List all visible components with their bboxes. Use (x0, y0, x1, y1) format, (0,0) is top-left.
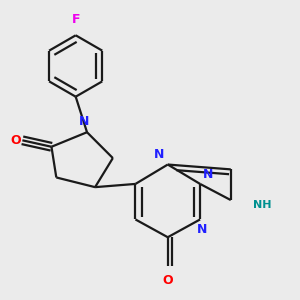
Text: NH: NH (254, 200, 272, 210)
Text: O: O (163, 274, 173, 287)
Text: N: N (79, 116, 90, 128)
Text: F: F (71, 13, 80, 26)
Text: N: N (203, 168, 214, 181)
Text: N: N (197, 223, 207, 236)
Text: O: O (10, 134, 21, 147)
Text: N: N (154, 148, 164, 161)
